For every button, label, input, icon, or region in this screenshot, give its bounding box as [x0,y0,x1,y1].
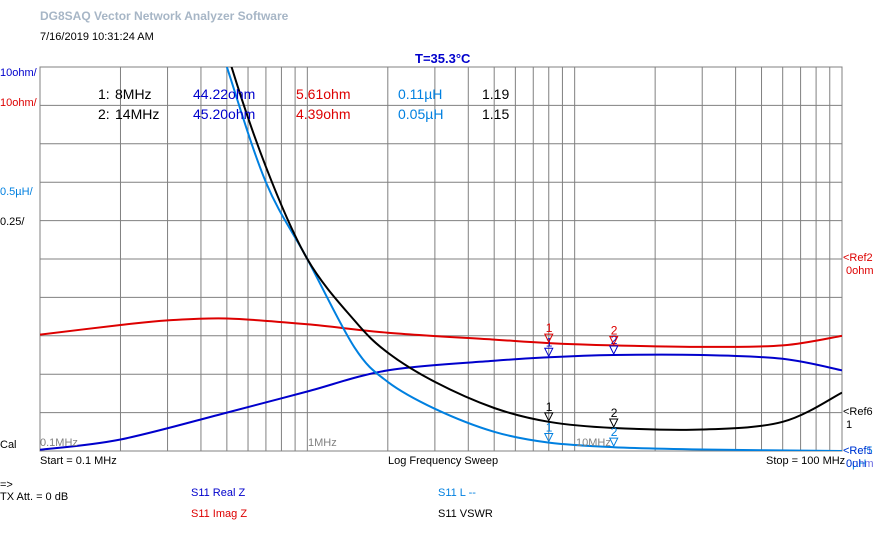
marker1-imag: 5.61ohm [296,86,351,102]
start-frequency: Start = 0.1 MHz [40,455,117,467]
trace-vswr[interactable] [155,0,842,431]
trace-imag-z[interactable] [40,317,842,348]
legend-inductance[interactable]: S11 L -- [438,487,476,499]
marker2-id: 2: [98,106,110,122]
freq-label-1: 1MHz [308,437,337,449]
marker-2-triangle [608,335,619,346]
temperature-readout: T=35.3°C [415,51,471,66]
marker-1-label: 1 [546,321,553,335]
ref-imag-label: <Ref2 [843,252,873,264]
marker2-imag: 4.39ohm [296,106,351,122]
marker-2-triangle [608,345,619,356]
marker-1-triangle [543,347,554,358]
legend-imag-z[interactable]: S11 Imag Z [191,508,248,520]
marker1-inductance: 0.11µH [398,86,443,102]
ref-real-label: <Ref1 [843,445,873,457]
marker-1-triangle [543,333,554,344]
arrow-indicator: => [0,479,13,491]
ref-vswr-value: 1 [846,419,853,431]
scale-vswr: 0.25/ [0,216,25,228]
marker1-vswr: 1.19 [482,86,510,102]
marker2-freq: 14MHz [115,106,160,122]
ref-imag-value: 0ohm [846,265,874,277]
trace-inductance[interactable] [201,0,842,451]
marker-1-triangle [543,433,554,443]
freq-label-10: 10MHz [576,437,611,449]
marker1-freq: 8MHz [115,86,152,102]
marker-2-label: 2 [611,425,618,439]
marker-2-triangle [608,418,619,429]
marker-1-label: 1 [546,421,553,435]
timestamp: 7/16/2019 10:31:24 AM [40,31,154,43]
marker1-id: 1: [98,86,110,102]
scale-inductance: 0.5µH/ [0,186,33,198]
ref-ind-label: <Ref5 [843,445,873,457]
marker-2-triangle [608,437,619,448]
legend-vswr[interactable]: S11 VSWR [438,508,493,520]
app-title: DG8SAQ Vector Network Analyzer Software [40,9,289,23]
marker2-real: 45.20ohm [193,106,256,122]
marker2-vswr: 1.15 [482,106,510,122]
marker-1-label: 1 [546,400,553,414]
ref-real-value: 0ohm [846,458,874,470]
marker-2-label: 2 [611,406,618,420]
marker-2-label: 2 [611,333,618,347]
sweep-mode: Log Frequency Sweep [388,455,499,467]
marker-1-label: 1 [546,335,553,349]
marker2-inductance: 0.05µH [398,106,444,122]
freq-label-01: 0.1MHz [40,437,78,449]
marker-1-triangle [543,412,554,422]
marker-2-label: 2 [611,323,618,337]
marker1-real: 44.22ohm [193,86,256,102]
ref-ind-value: 0µH [846,458,867,470]
legend-real-z[interactable]: S11 Real Z [191,487,246,499]
ref-vswr-label: <Ref6 [843,406,873,418]
trace-real-z[interactable] [40,353,842,451]
stop-frequency: Stop = 100 MHz [766,455,846,467]
scale-real: 10ohm/ [0,67,37,79]
scale-imag: 10ohm/ [0,97,37,109]
cal-label: Cal [0,439,17,451]
tx-attenuation: TX Att. = 0 dB [0,491,69,503]
